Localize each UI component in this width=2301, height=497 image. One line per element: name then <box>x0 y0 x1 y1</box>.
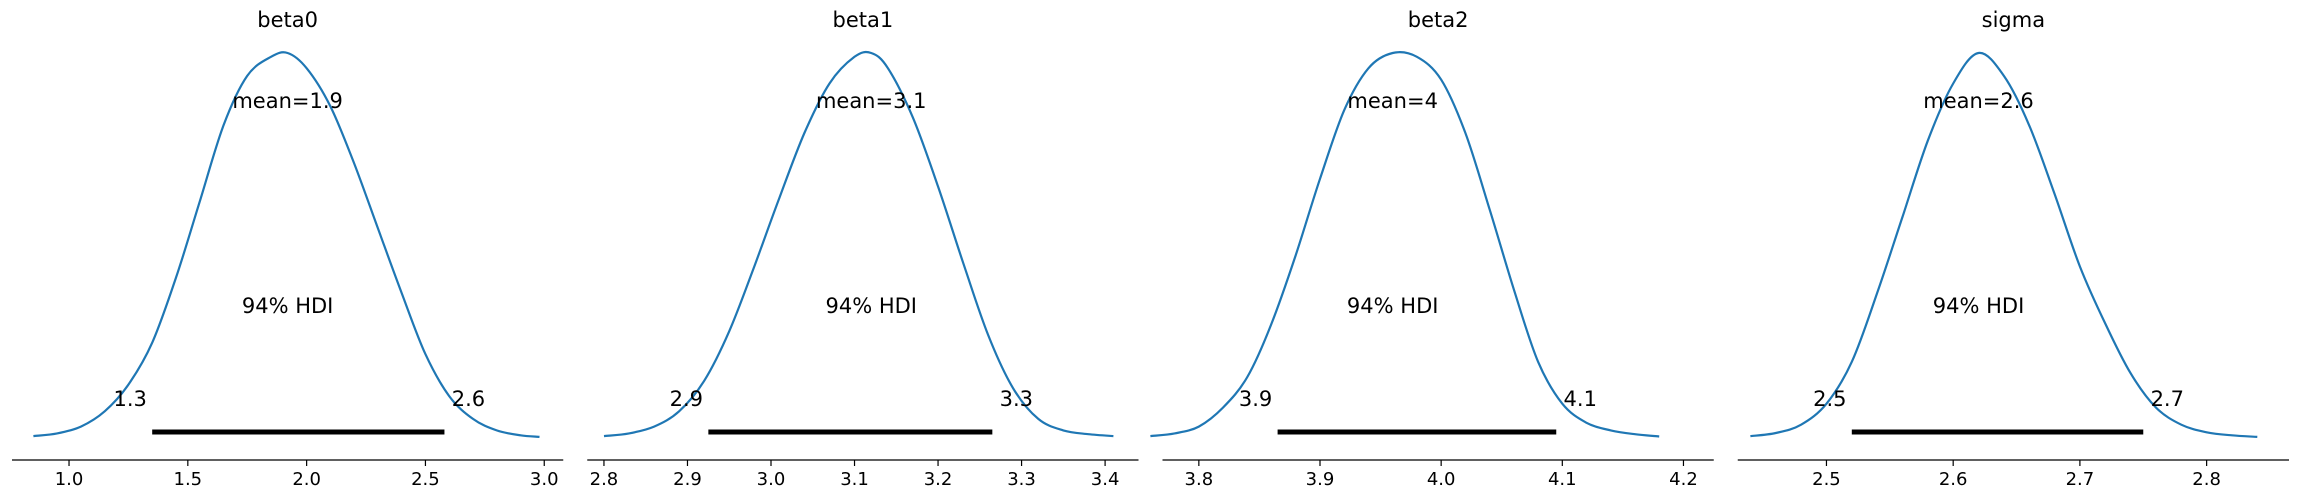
posterior-panel-sigma: sigma mean=2.6 94% HDI 2.5 2.7 2.5 2.6 2.7 2.8 <box>1737 8 2289 490</box>
x-tick-label: 2.6 <box>1939 469 1968 490</box>
hdi-label: 94% HDI <box>1347 294 1439 318</box>
x-tick-label: 2.5 <box>1812 469 1841 490</box>
hdi-high-label: 2.7 <box>2151 387 2184 411</box>
mean-label: mean=2.6 <box>1923 89 2034 113</box>
posterior-panel-beta2: beta2 mean=4 94% HDI 3.9 4.1 3.8 3.9 4.0 4.1 4.2 <box>1150 8 1714 490</box>
hdi-low-label: 3.9 <box>1239 387 1272 411</box>
x-tick-label: 3.0 <box>757 469 786 490</box>
panel-title: beta1 <box>833 8 894 32</box>
hdi-label: 94% HDI <box>242 294 334 318</box>
hdi-low-label: 2.9 <box>670 387 703 411</box>
hdi-high-label: 2.6 <box>452 387 485 411</box>
hdi-label: 94% HDI <box>825 294 917 318</box>
x-tick-label: 4.0 <box>1427 469 1456 490</box>
mean-label: mean=3.1 <box>816 89 927 113</box>
x-tick-label: 2.7 <box>2066 469 2095 490</box>
x-tick-label: 3.8 <box>1185 469 1214 490</box>
hdi-high-label: 3.3 <box>1000 387 1033 411</box>
hdi-label: 94% HDI <box>1933 294 2025 318</box>
x-tick-label: 2.8 <box>590 469 619 490</box>
x-tick-label: 2.0 <box>292 469 321 490</box>
hdi-high-label: 4.1 <box>1564 387 1597 411</box>
panel-title: beta2 <box>1408 8 1469 32</box>
x-tick-label: 2.8 <box>2192 469 2221 490</box>
panel-title: beta0 <box>257 8 318 32</box>
panel-title: sigma <box>1982 8 2045 32</box>
x-tick-label: 3.2 <box>924 469 953 490</box>
x-tick-label: 1.0 <box>55 469 84 490</box>
mean-label: mean=1.9 <box>232 89 343 113</box>
x-tick-label: 4.2 <box>1669 469 1698 490</box>
x-tick-label: 3.3 <box>1007 469 1036 490</box>
x-tick-label: 3.1 <box>840 469 869 490</box>
density-curve <box>33 51 540 438</box>
x-tick-label: 3.9 <box>1306 469 1335 490</box>
density-curve <box>1150 51 1660 438</box>
density-curve <box>1750 51 2258 438</box>
mean-label: mean=4 <box>1347 89 1438 113</box>
x-tick-label: 2.5 <box>411 469 440 490</box>
density-curve <box>603 50 1114 438</box>
x-tick-label: 4.1 <box>1548 469 1577 490</box>
x-tick-label: 1.5 <box>174 469 203 490</box>
x-tick-label: 2.9 <box>673 469 702 490</box>
x-tick-label: 3.0 <box>530 469 559 490</box>
hdi-low-label: 2.5 <box>1813 387 1846 411</box>
posterior-panel-beta0: beta0 mean=1.9 94% HDI 1.3 2.6 1.0 1.5 2.0 2.5 3.… <box>12 8 564 490</box>
hdi-low-label: 1.3 <box>113 387 146 411</box>
x-tick-label: 3.4 <box>1091 469 1120 490</box>
posterior-panel-beta1: beta1 mean=3.1 94% HDI 2.9 3.3 2.8 2.9 3.0 3.1 3.… <box>587 8 1139 490</box>
